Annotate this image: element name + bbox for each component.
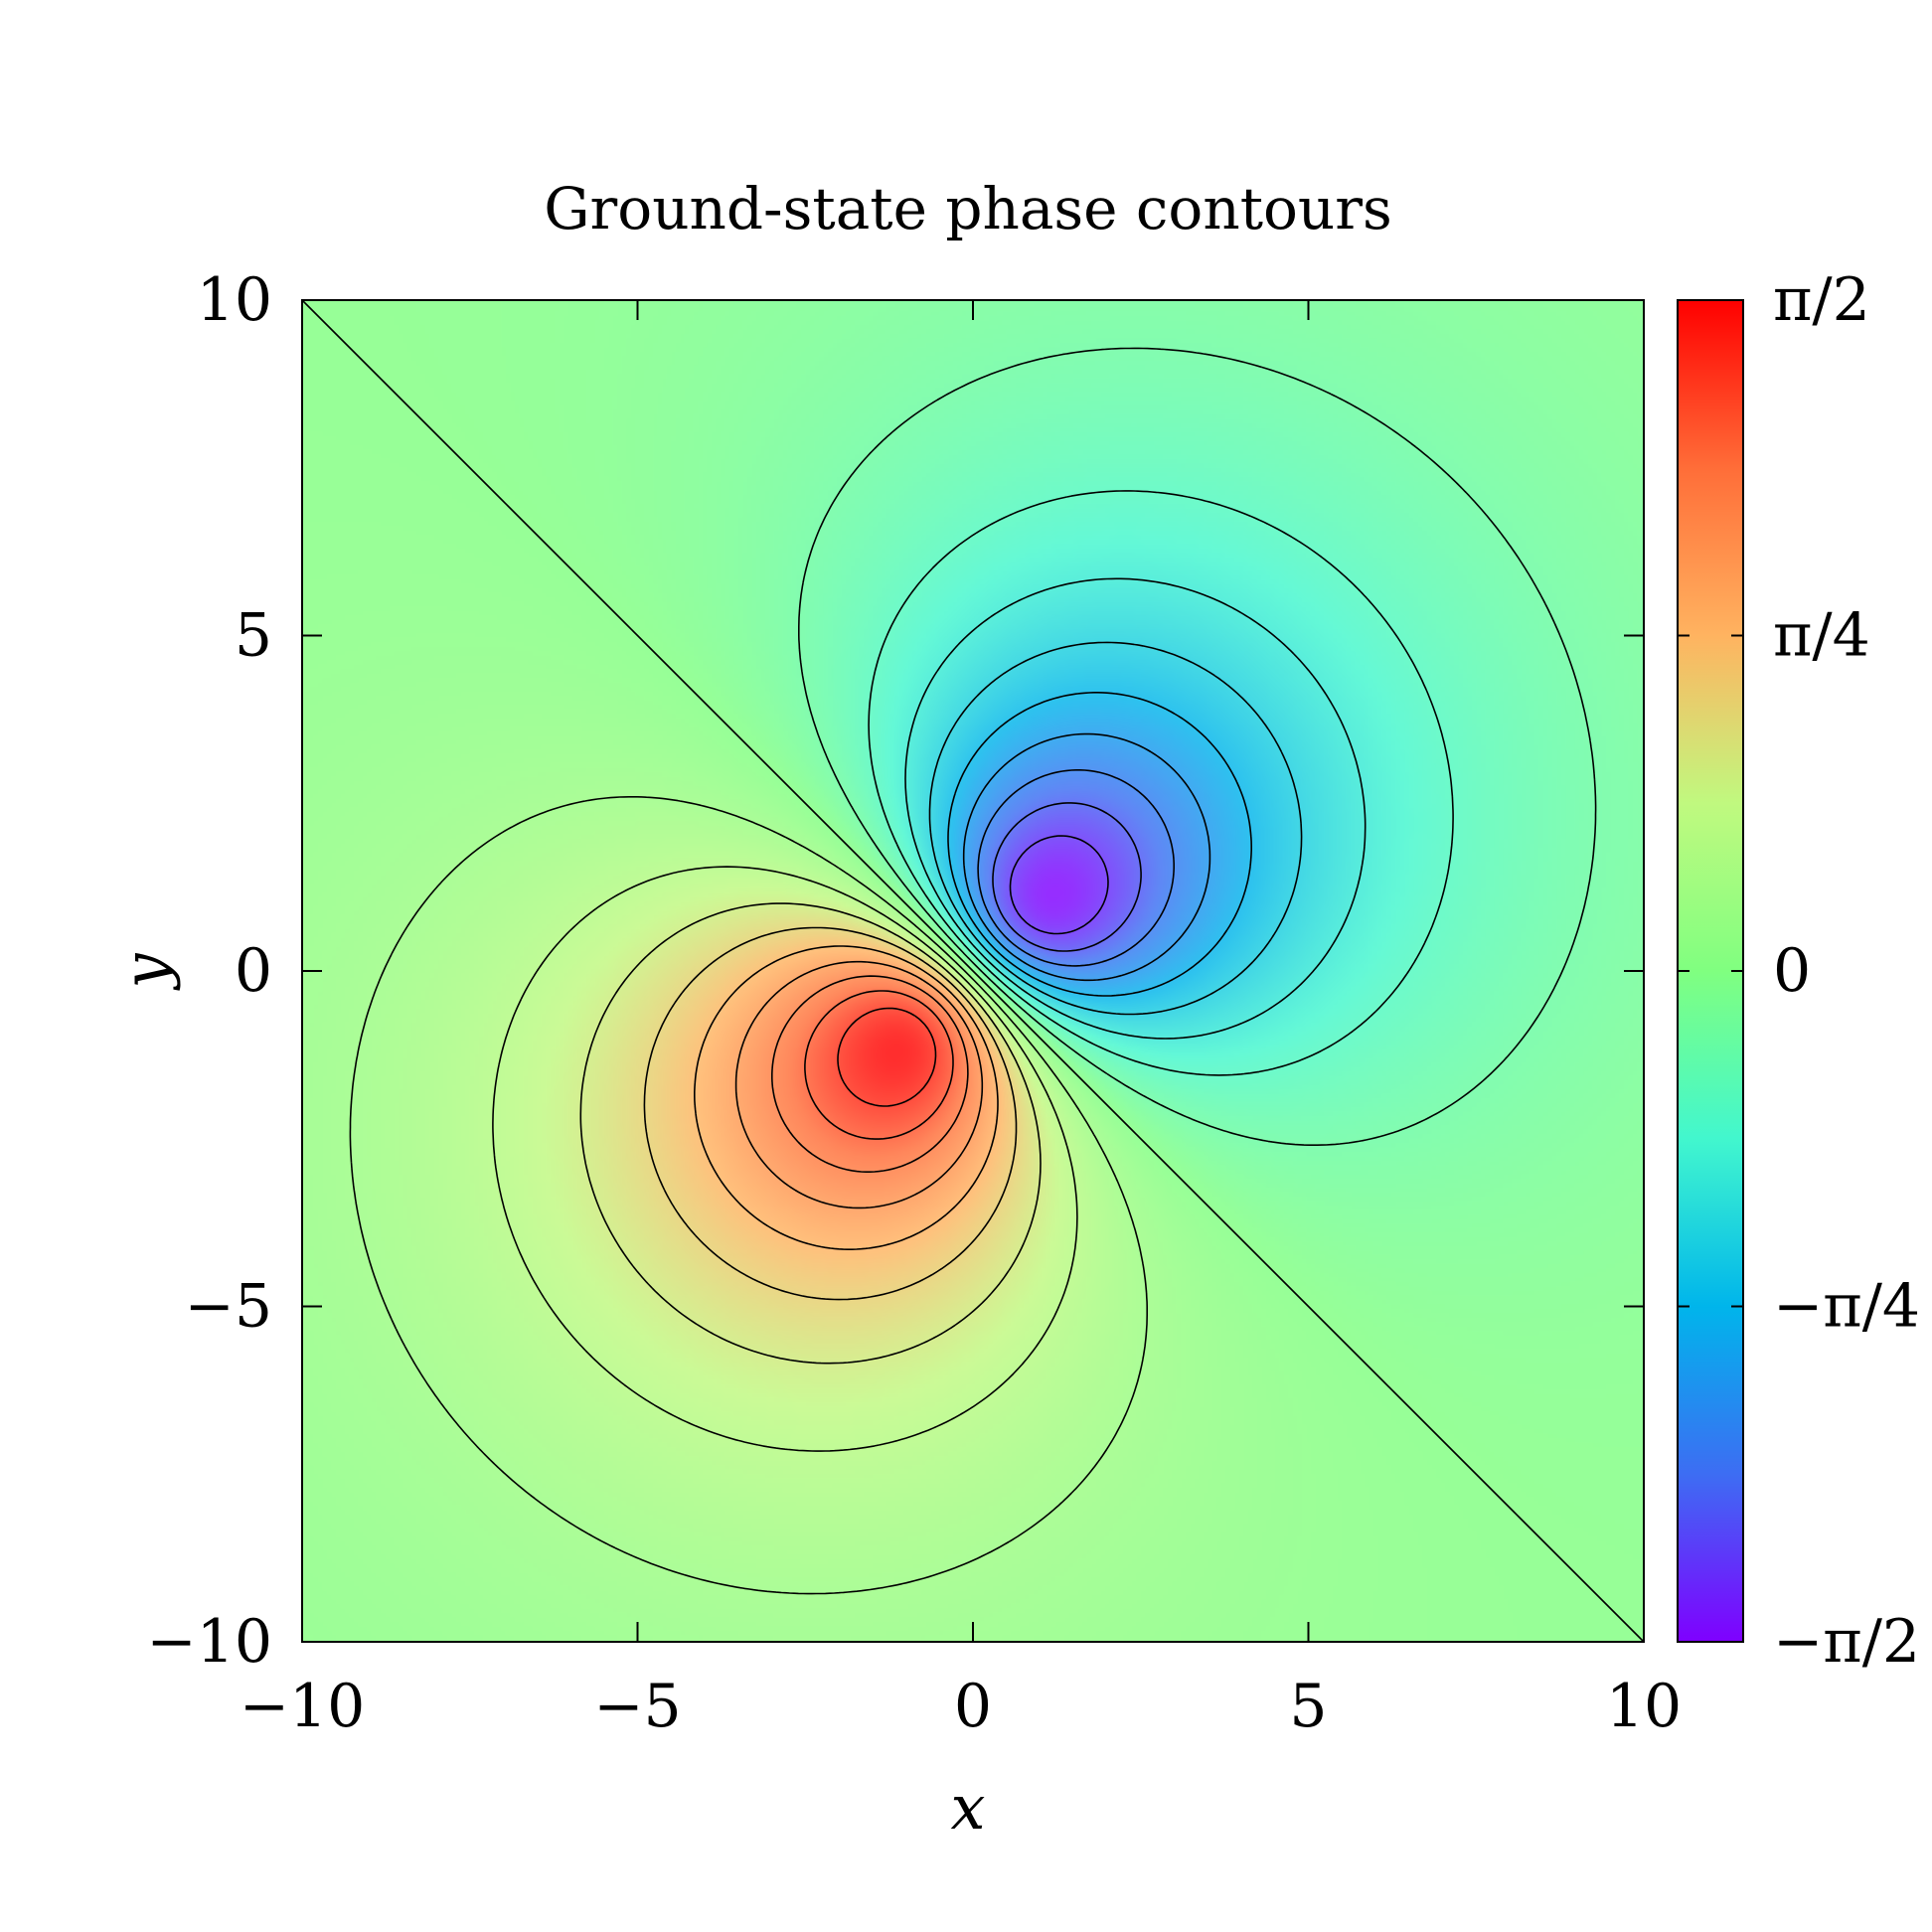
contour-level-14	[643, 926, 1018, 1301]
y-tick-label: −10	[146, 1607, 272, 1677]
y-tick-label: 5	[235, 601, 272, 671]
contour-level-15	[694, 945, 999, 1250]
contour-level-8	[868, 490, 1454, 1076]
colorbar-tick-label: 0	[1773, 936, 1811, 1006]
colorbar-tick-label: π/4	[1773, 601, 1870, 671]
y-tick-label: 0	[235, 936, 272, 1006]
contour-level-16	[734, 960, 984, 1209]
x-tick-label: −5	[593, 1672, 681, 1741]
contour-level-9	[798, 347, 1597, 1146]
contour-level-5	[947, 692, 1252, 997]
x-tick-label: −10	[240, 1672, 366, 1741]
contour-level-1	[1009, 835, 1109, 935]
contour-lines	[302, 300, 1644, 1642]
contour-level-7	[904, 577, 1367, 1040]
y-axis-ticks: −10 −5 0 5 10	[146, 265, 1644, 1677]
heatmap-area	[302, 300, 1644, 1642]
contour-level-17	[771, 975, 969, 1173]
contour-level-13	[579, 902, 1042, 1365]
x-tick-label: 0	[954, 1672, 992, 1741]
contour-level-4	[962, 732, 1211, 982]
x-tick-label: 10	[1606, 1672, 1682, 1741]
x-axis-ticks: −10 −5 0 5 10	[240, 300, 1682, 1741]
contour-level-19	[837, 1007, 937, 1107]
contour-level-11	[349, 796, 1148, 1595]
colorbar-tick-label: π/2	[1773, 265, 1870, 335]
x-axis-label: x	[951, 1771, 986, 1844]
x-tick-label: 5	[1289, 1672, 1327, 1741]
colorbar: −π/2 −π/4 0 π/4 π/2	[1677, 265, 1920, 1677]
contour-level-6	[928, 641, 1303, 1016]
contour-level-3	[977, 769, 1175, 967]
contour-level-10	[302, 300, 1644, 1642]
contour-level-2	[992, 802, 1142, 952]
y-axis-label: y	[109, 953, 182, 992]
colorbar-tick-label: −π/4	[1773, 1272, 1920, 1342]
chart-title: Ground-state phase contours	[544, 175, 1392, 242]
y-tick-label: −5	[185, 1272, 272, 1342]
colorbar-tick-label: −π/2	[1773, 1607, 1920, 1677]
colorbar-ticks: −π/2 −π/4 0 π/4 π/2	[1678, 265, 1920, 1677]
y-tick-label: 10	[197, 265, 272, 335]
contour-level-18	[804, 990, 954, 1140]
contour-level-12	[492, 866, 1078, 1452]
